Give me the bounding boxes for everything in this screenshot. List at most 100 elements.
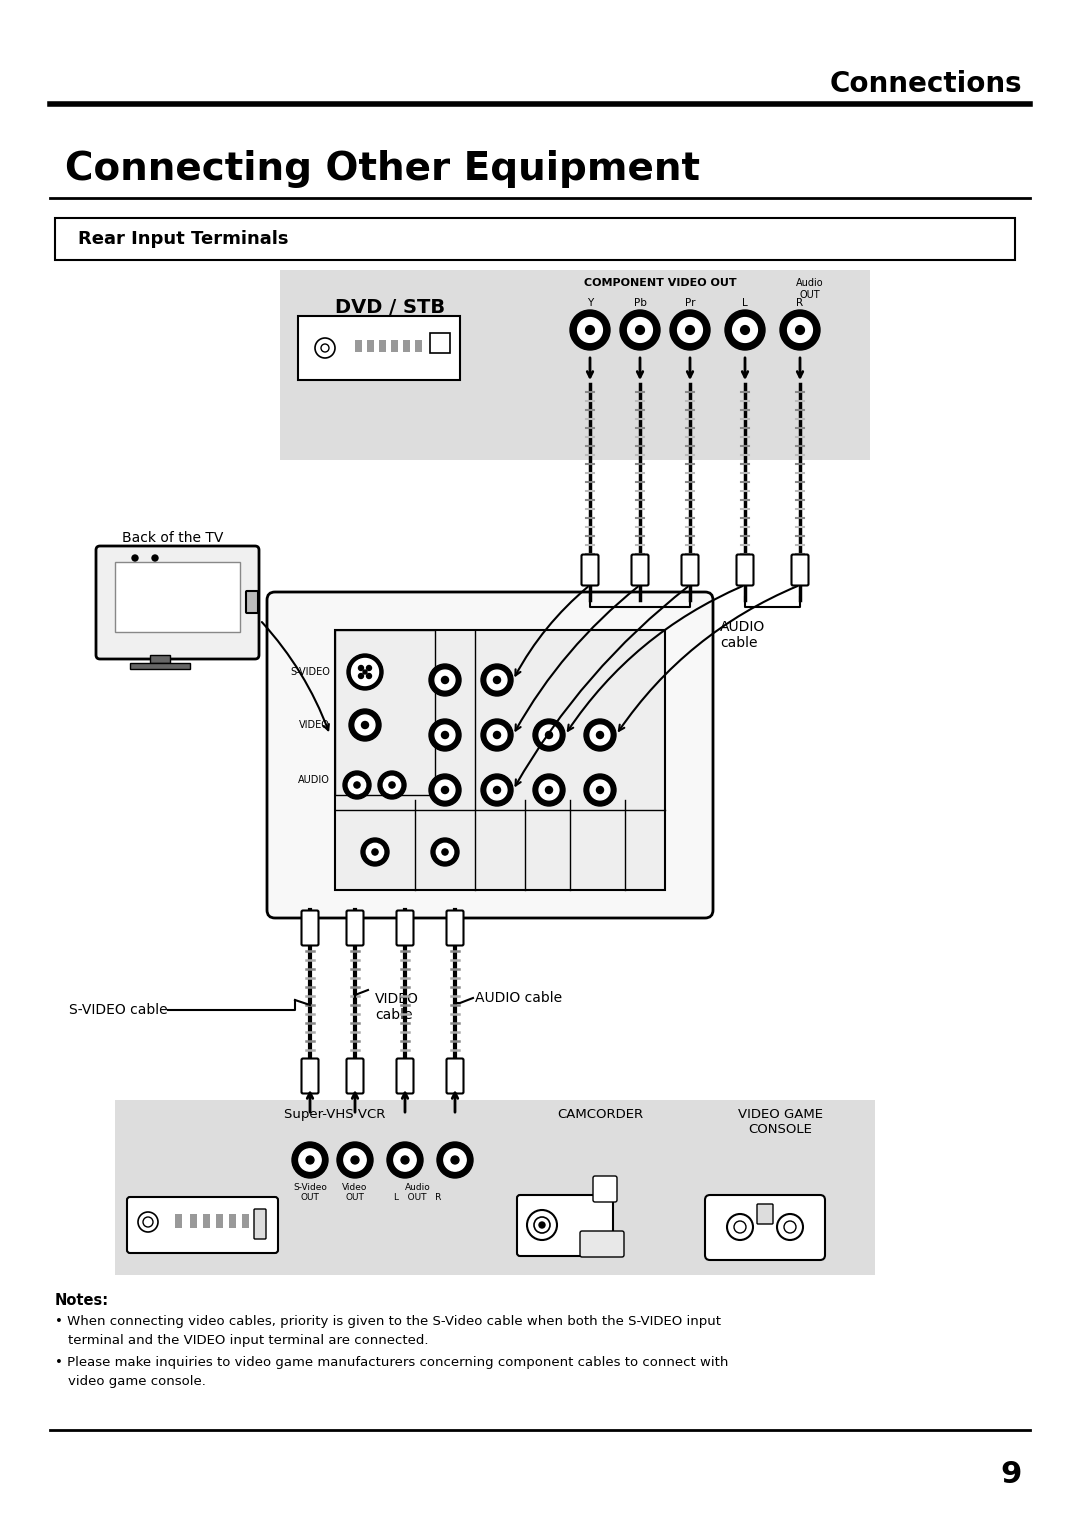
Circle shape (539, 1222, 545, 1229)
Text: Rear Input Terminals: Rear Input Terminals (78, 231, 288, 248)
Bar (114, 1100, 875, 1274)
Circle shape (596, 787, 604, 793)
FancyBboxPatch shape (580, 1232, 624, 1258)
Circle shape (442, 732, 448, 738)
Circle shape (372, 850, 378, 856)
Circle shape (152, 555, 158, 561)
Circle shape (435, 726, 455, 746)
Text: Y: Y (442, 652, 448, 662)
Circle shape (627, 318, 652, 342)
Circle shape (359, 674, 364, 678)
Circle shape (741, 325, 750, 335)
Circle shape (585, 325, 594, 335)
Text: Y: Y (494, 652, 500, 662)
Circle shape (487, 671, 507, 691)
Circle shape (435, 671, 455, 691)
Circle shape (349, 776, 366, 793)
Circle shape (347, 654, 383, 691)
Text: VIDEO: VIDEO (299, 720, 330, 730)
FancyBboxPatch shape (737, 555, 754, 585)
FancyBboxPatch shape (301, 1059, 319, 1094)
Circle shape (435, 781, 455, 801)
Text: Connecting Other Equipment: Connecting Other Equipment (65, 150, 700, 188)
Circle shape (366, 666, 372, 671)
FancyBboxPatch shape (632, 555, 648, 585)
Circle shape (796, 325, 805, 335)
Text: Pb: Pb (438, 707, 451, 717)
Text: S-Video
OUT: S-Video OUT (293, 1183, 327, 1203)
FancyBboxPatch shape (792, 555, 809, 585)
Circle shape (481, 665, 513, 695)
Circle shape (299, 1149, 321, 1170)
Text: Audio
L   OUT   R: Audio L OUT R (394, 1183, 442, 1203)
Text: Connections: Connections (829, 70, 1022, 98)
FancyBboxPatch shape (705, 1195, 825, 1261)
Circle shape (349, 709, 381, 741)
Circle shape (732, 318, 757, 342)
Circle shape (481, 775, 513, 805)
FancyBboxPatch shape (267, 591, 713, 918)
Circle shape (366, 674, 372, 678)
Text: COMPONENT
VIDEO cable: COMPONENT VIDEO cable (575, 620, 665, 651)
FancyBboxPatch shape (301, 911, 319, 946)
Circle shape (725, 310, 765, 350)
Bar (430, 333, 450, 353)
Circle shape (442, 677, 448, 683)
Bar (379, 341, 386, 351)
Circle shape (132, 555, 138, 561)
Circle shape (670, 310, 710, 350)
FancyBboxPatch shape (396, 1059, 414, 1094)
Circle shape (787, 318, 812, 342)
Circle shape (539, 781, 559, 801)
Circle shape (780, 310, 820, 350)
Circle shape (620, 310, 660, 350)
Bar (415, 341, 422, 351)
Circle shape (590, 781, 610, 801)
Circle shape (337, 1141, 373, 1178)
Text: Back of the TV: Back of the TV (122, 532, 224, 545)
Circle shape (584, 775, 616, 805)
Bar (403, 341, 410, 351)
Circle shape (494, 677, 500, 683)
FancyBboxPatch shape (254, 1209, 266, 1239)
Circle shape (366, 843, 383, 860)
Circle shape (394, 1149, 416, 1170)
Bar (175, 1215, 183, 1229)
Circle shape (578, 318, 603, 342)
Circle shape (359, 666, 364, 671)
Circle shape (534, 720, 565, 750)
Circle shape (361, 837, 389, 866)
Circle shape (570, 310, 610, 350)
Circle shape (686, 325, 694, 335)
Bar (229, 1215, 237, 1229)
FancyBboxPatch shape (347, 911, 364, 946)
Circle shape (378, 772, 406, 799)
Circle shape (362, 721, 368, 729)
Text: DVD / STB: DVD / STB (335, 298, 445, 316)
FancyBboxPatch shape (347, 1059, 364, 1094)
FancyBboxPatch shape (757, 1204, 773, 1224)
Circle shape (355, 715, 375, 735)
Bar (391, 341, 399, 351)
Circle shape (481, 720, 513, 750)
Circle shape (437, 1141, 473, 1178)
Circle shape (545, 732, 553, 738)
Text: R: R (389, 753, 395, 762)
Circle shape (343, 1149, 366, 1170)
Text: S-VIDEO cable: S-VIDEO cable (69, 1002, 168, 1018)
Bar (55, 219, 1015, 260)
Circle shape (436, 843, 454, 860)
Text: AUDIO
OUT: AUDIO OUT (361, 830, 389, 850)
FancyBboxPatch shape (593, 1177, 617, 1203)
Circle shape (429, 720, 461, 750)
Circle shape (429, 665, 461, 695)
Circle shape (442, 850, 448, 856)
Text: 2: 2 (582, 825, 588, 834)
Circle shape (383, 776, 401, 793)
FancyBboxPatch shape (127, 1196, 278, 1253)
Circle shape (451, 1157, 459, 1164)
Circle shape (306, 1157, 314, 1164)
Text: 1: 1 (532, 825, 538, 834)
Text: • Please make inquiries to video game manufacturers concerning component cables : • Please make inquiries to video game ma… (55, 1355, 728, 1369)
Circle shape (487, 726, 507, 746)
